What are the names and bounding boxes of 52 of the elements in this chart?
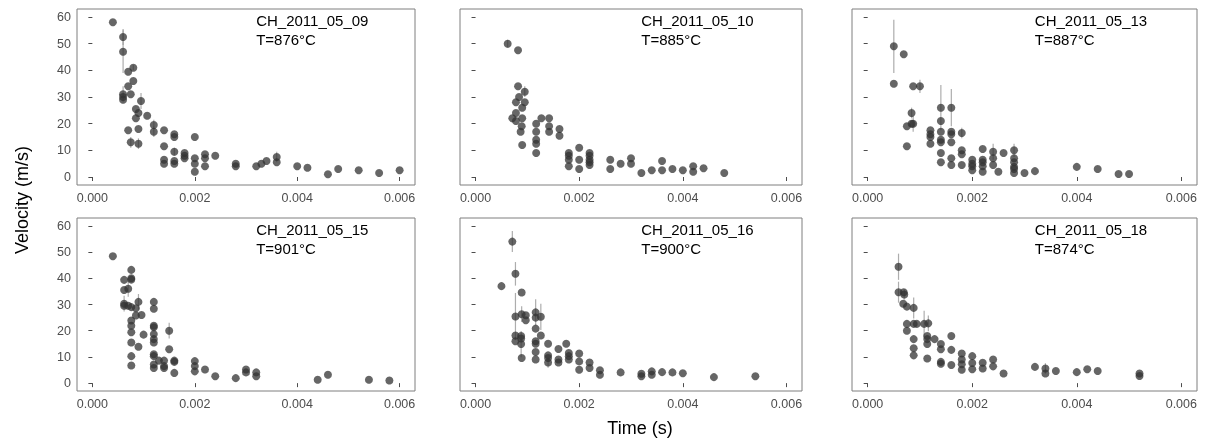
- chart-title: CH_2011_05_16: [641, 221, 754, 238]
- x-tick-label: 0.004: [1061, 190, 1093, 205]
- text: T=901°C: [256, 240, 317, 257]
- x-tick-label: 0.002: [563, 396, 595, 411]
- x-tick-label: 0.002: [563, 190, 595, 205]
- y-tick-label: 10: [57, 349, 72, 364]
- x-tick-label: 0.002: [956, 396, 988, 411]
- x-tick-label: 0.004: [281, 190, 313, 205]
- x-tick-label: 0.006: [770, 396, 803, 411]
- y-tick-label: 60: [57, 218, 72, 233]
- x-tick-label: 0.000: [76, 190, 109, 205]
- y-tick-label: 40: [57, 271, 72, 286]
- x-tick-label: 0.006: [384, 396, 416, 411]
- chart-title: CH_2011_05_18: [1034, 221, 1148, 238]
- y-tick-label: 30: [57, 90, 72, 104]
- x-tick-label: 0.004: [667, 190, 699, 205]
- x-tick-label: 0.004: [1061, 396, 1093, 411]
- x-tick-label: 0.000: [76, 396, 109, 411]
- x-tick-label: 0.002: [956, 190, 988, 205]
- y-tick-label: 20: [57, 116, 72, 131]
- y-tick-label: 50: [57, 36, 72, 51]
- text: T=876°C: [256, 31, 317, 48]
- x-axis-title: Time (s): [607, 417, 673, 439]
- y-tick-label: 50: [57, 245, 72, 260]
- y-tick-label: 60: [57, 10, 72, 24]
- y-axis-title: Velocity (m/s): [11, 145, 33, 255]
- text: T=887°C: [1034, 31, 1095, 48]
- chart-title: CH_2011_05_09: [256, 12, 369, 29]
- x-tick-label: 0.006: [1165, 190, 1198, 205]
- x-tick-label: 0.000: [459, 190, 492, 205]
- y-tick-label: 30: [57, 297, 72, 312]
- y-tick-label: 10: [57, 143, 72, 158]
- x-tick-label: 0.002: [179, 396, 211, 411]
- y-tick-label: 20: [57, 323, 72, 338]
- x-tick-label: 0.004: [667, 396, 699, 411]
- text: T=900°C: [641, 240, 702, 257]
- x-tick-label: 0.006: [384, 190, 416, 205]
- text: T=874°C: [1034, 240, 1095, 257]
- y-tick-label: 0: [64, 376, 72, 391]
- x-tick-label: 0.000: [852, 396, 884, 411]
- chart-title: CH_2011_05_10: [641, 12, 754, 29]
- x-tick-label: 0.004: [281, 396, 313, 411]
- x-tick-label: 0.006: [1165, 396, 1198, 411]
- text: T=885°C: [641, 31, 702, 48]
- chart-title: CH_2011_05_13: [1034, 12, 1148, 29]
- x-tick-label: 0.000: [852, 190, 884, 205]
- x-tick-label: 0.006: [770, 190, 803, 205]
- x-tick-label: 0.002: [179, 190, 211, 205]
- chart-title: CH_2011_05_15: [256, 221, 369, 238]
- x-tick-label: 0.000: [459, 396, 492, 411]
- y-tick-label: 0: [64, 170, 72, 184]
- y-tick-label: 40: [57, 63, 72, 78]
